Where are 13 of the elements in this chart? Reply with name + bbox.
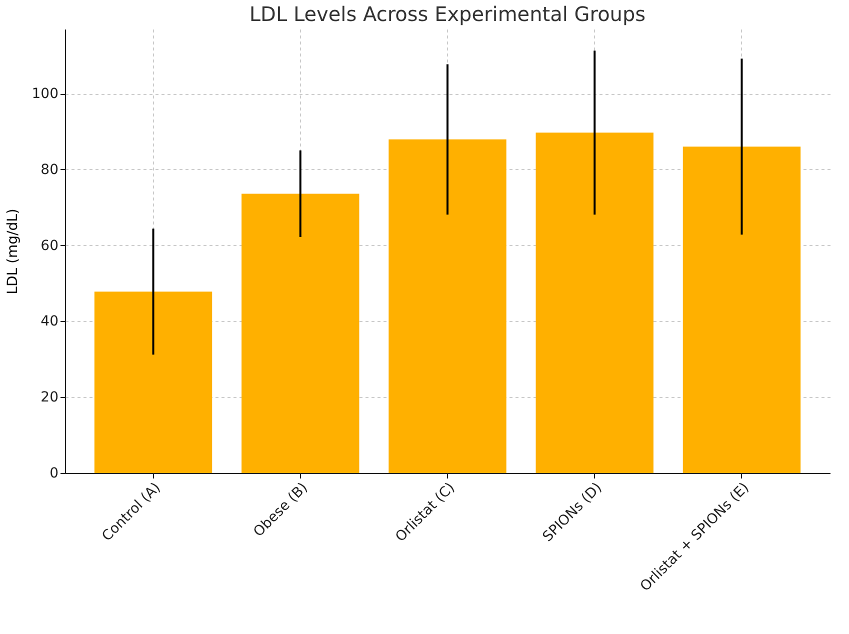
bar xyxy=(388,139,506,473)
y-tick-label: 60 xyxy=(40,238,58,254)
bar xyxy=(242,194,360,473)
bar xyxy=(682,146,801,473)
chart-title: LDL Levels Across Experimental Groups xyxy=(249,2,646,26)
bar xyxy=(94,292,212,473)
bar xyxy=(536,132,654,473)
y-tick-label: 80 xyxy=(40,162,58,178)
y-axis-title: LDL (mg/dL) xyxy=(4,208,21,294)
y-tick-label: 0 xyxy=(50,466,58,482)
y-tick-label: 20 xyxy=(40,390,58,406)
y-tick-label: 100 xyxy=(32,86,58,102)
y-tick-label: 40 xyxy=(40,314,58,330)
